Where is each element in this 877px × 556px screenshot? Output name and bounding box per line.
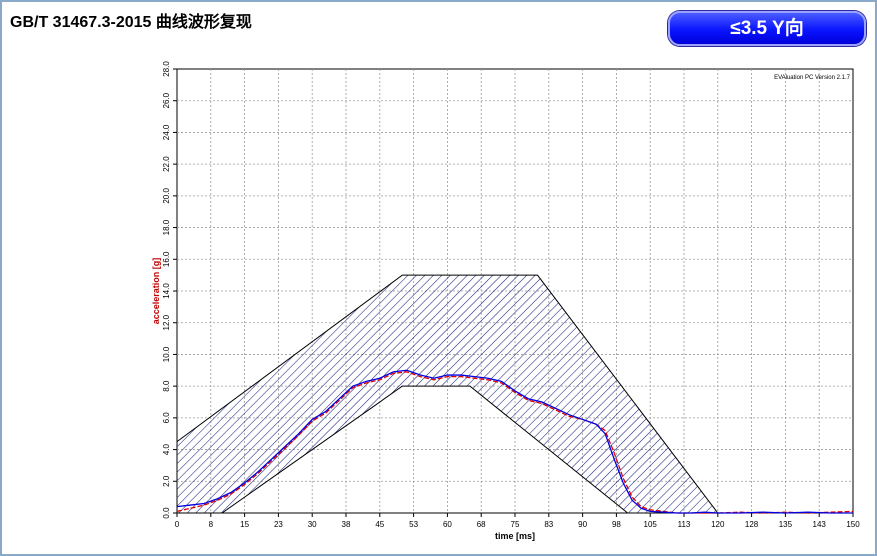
lower-limit-line (177, 385, 628, 514)
y-tick-label: 28.0 (162, 61, 171, 77)
y-tick-label: 22.0 (162, 156, 171, 172)
x-tick-label: 120 (711, 520, 725, 529)
x-tick-label: 8 (209, 520, 214, 529)
x-tick-label: 30 (308, 520, 317, 529)
axis-ticks: 0 8 15 23 30 38 45 53 60 68 75 83 90 98 105 113 120 128 13… (162, 61, 860, 529)
x-axis-label: time [ms] (495, 531, 535, 541)
y-axis-label: acceleration [g] (151, 258, 161, 325)
y-tick-label: 16.0 (162, 251, 171, 267)
upper-limit-line (176, 274, 719, 514)
y-tick-label: 20.0 (162, 188, 171, 204)
x-tick-label: 90 (578, 520, 587, 529)
x-tick-label: 0 (175, 520, 180, 529)
x-tick-label: 105 (644, 520, 658, 529)
software-note: EVAluation PC Version 2.1.7 (774, 75, 851, 81)
tolerance-band (176, 274, 719, 514)
x-tick-label: 113 (678, 520, 691, 529)
x-tick-label: 53 (409, 520, 418, 529)
x-tick-label: 143 (813, 520, 827, 529)
y-tick-label: 8.0 (162, 380, 171, 392)
y-tick-label: 0.0 (162, 507, 171, 519)
x-tick-label: 23 (274, 520, 283, 529)
y-tick-label: 6.0 (162, 412, 171, 424)
x-tick-label: 38 (342, 520, 351, 529)
x-tick-label: 15 (240, 520, 249, 529)
x-tick-label: 75 (511, 520, 520, 529)
data-series (176, 369, 854, 514)
y-tick-label: 26.0 (162, 92, 171, 108)
x-tick-label: 60 (443, 520, 452, 529)
x-tick-label: 45 (375, 520, 384, 529)
x-tick-label: 83 (544, 520, 553, 529)
x-tick-label: 135 (779, 520, 793, 529)
y-tick-label: 2.0 (162, 475, 171, 487)
y-tick-label: 4.0 (162, 443, 171, 455)
x-tick-label: 98 (612, 520, 621, 529)
y-tick-label: 18.0 (162, 219, 171, 235)
direction-badge: ≤3.5 Y向 (668, 11, 866, 46)
series-line-2 (176, 369, 853, 514)
y-tick-label: 10.0 (162, 346, 171, 362)
y-tick-label: 24.0 (162, 124, 171, 140)
x-tick-label: 150 (846, 520, 860, 529)
page-title: GB/T 31467.3-2015 曲线波形复现 (10, 14, 252, 31)
y-tick-label: 14.0 (162, 283, 171, 299)
x-tick-label: 128 (745, 520, 759, 529)
y-tick-label: 12.0 (162, 314, 171, 330)
x-tick-label: 68 (477, 520, 486, 529)
